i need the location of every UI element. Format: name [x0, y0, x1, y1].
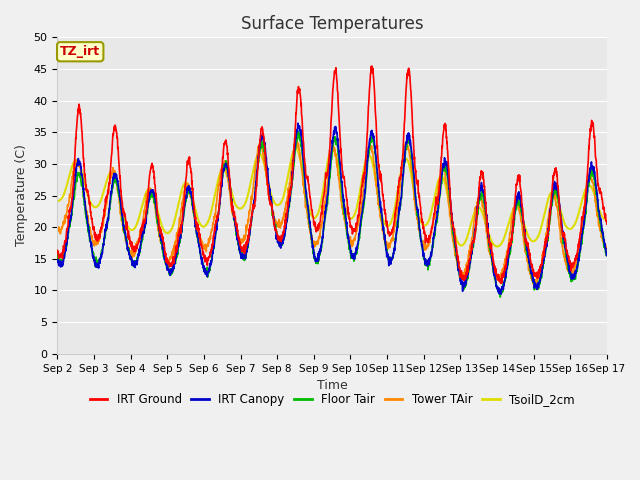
Legend: IRT Ground, IRT Canopy, Floor Tair, Tower TAir, TsoilD_2cm: IRT Ground, IRT Canopy, Floor Tair, Towe…	[85, 389, 579, 411]
Text: TZ_irt: TZ_irt	[60, 45, 100, 58]
X-axis label: Time: Time	[317, 379, 348, 392]
Y-axis label: Temperature (C): Temperature (C)	[15, 144, 28, 247]
Title: Surface Temperatures: Surface Temperatures	[241, 15, 424, 33]
